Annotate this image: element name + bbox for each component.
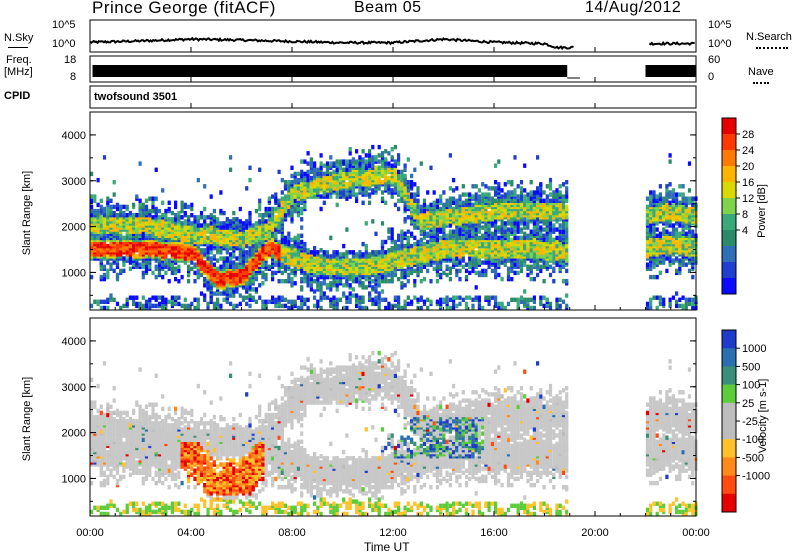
x-tick-label: 04:00	[177, 527, 205, 539]
nave-tick-bottom: 0	[708, 71, 715, 83]
colorbar-tick-label: 100	[742, 380, 760, 392]
power-ylabel: Slant Range [km]	[21, 170, 33, 256]
colorbar-tick-label: 25	[742, 398, 754, 410]
x-tick-label: 16:00	[480, 527, 508, 539]
y-tick-label: 4000	[62, 130, 86, 142]
freq-tick-top: 18	[64, 54, 77, 66]
colorbar-swatch	[722, 384, 736, 404]
noise-left-tick-top: 10^5	[52, 19, 76, 31]
colorbar-tick-label: -1000	[742, 471, 770, 483]
x-tick-label: 00:00	[76, 527, 104, 539]
nave-tick-top: 60	[708, 54, 721, 66]
colorbar-tick-label: -25	[742, 416, 758, 428]
power-y-ticks: 4000 3000 2000 1000	[62, 130, 696, 296]
colorbar-swatch	[722, 230, 736, 247]
beam-title: Beam 05	[354, 0, 422, 16]
freq-unit-label: [MHz]	[4, 66, 33, 78]
colorbar-tick-label: 4	[742, 225, 748, 237]
y-tick-label: 1000	[62, 473, 86, 485]
colorbar-swatch	[722, 330, 736, 349]
colorbar-tick-label: 20	[742, 161, 754, 173]
colorbar-swatch	[722, 246, 736, 263]
colorbar-tick-label: 1000	[742, 343, 766, 355]
power-heatmap	[90, 144, 698, 311]
colorbar-swatch	[722, 457, 736, 476]
power-colorbar-label: Power [dB]	[756, 184, 768, 238]
colorbar-swatch	[722, 439, 736, 458]
colorbar-swatch	[722, 262, 736, 279]
noise-left-tick-bottom: 10^0	[52, 38, 76, 50]
y-tick-label: 4000	[62, 336, 86, 348]
x-tick-label: 20:00	[581, 527, 609, 539]
y-tick-label: 3000	[62, 176, 86, 188]
colorbar-swatch	[722, 214, 736, 231]
freq-tick-bottom: 8	[70, 71, 77, 83]
colorbar-swatch	[722, 166, 736, 183]
colorbar-swatch	[722, 366, 736, 385]
colorbar-swatch	[722, 150, 736, 167]
colorbar-swatch	[722, 493, 736, 513]
colorbar-tick-label: -100	[742, 434, 764, 446]
velocity-colorbar: 1000 500 100 25 -25 -100 -500 -1000	[721, 329, 770, 513]
nave-legend-line	[753, 82, 769, 84]
y-tick-label: 2000	[62, 428, 86, 440]
nsky-legend-line	[8, 47, 28, 48]
x-tick-label: 00:00	[682, 527, 710, 539]
velocity-y-ticks: 4000 3000 2000 1000	[62, 336, 696, 502]
colorbar-swatch	[722, 198, 736, 215]
freq-bar-block-2	[645, 65, 696, 77]
colorbar-tick-label: -500	[742, 452, 764, 464]
colorbar-swatch	[722, 278, 736, 295]
colorbar-swatch	[722, 475, 736, 495]
colorbar-tick-label: 12	[742, 193, 754, 205]
cpid-label: CPID	[4, 90, 31, 102]
x-axis-ticks: 00:00 04:00 08:00 12:00 16:00 20:00 00:00	[76, 47, 710, 539]
velocity-ylabel: Slant Range [km]	[21, 376, 33, 462]
date-title: 14/Aug/2012	[585, 0, 682, 16]
freq-label: Freq.	[6, 54, 32, 66]
freq-bar-block-1	[92, 65, 568, 77]
station-title: Prince George (fitACF)	[92, 0, 276, 17]
colorbar-tick-label: 24	[742, 145, 754, 157]
colorbar-swatch	[722, 402, 736, 422]
colorbar-tick-label: 500	[742, 361, 760, 373]
noise-series-line-2	[648, 40, 695, 46]
colorbar-tick-label: 8	[742, 209, 748, 221]
colorbar-swatch	[722, 348, 736, 367]
x-tick-label: 08:00	[278, 527, 306, 539]
velocity-colorbar-label: Velocity [m s-1]	[757, 378, 769, 454]
colorbar-swatch	[722, 134, 736, 151]
y-tick-label: 2000	[62, 222, 86, 234]
nsearch-label: N.Search	[746, 31, 792, 43]
power-colorbar: 28 24 20 16 12 8 4	[721, 117, 754, 295]
y-tick-label: 3000	[62, 382, 86, 394]
colorbar-swatch	[722, 118, 736, 135]
x-axis-label: Time UT	[364, 540, 410, 554]
colorbar-swatch	[722, 421, 736, 440]
velocity-heatmap	[90, 350, 698, 517]
colorbar-tick-label: 28	[742, 129, 754, 141]
nsearch-legend-line	[756, 47, 788, 49]
colorbar-tick-label: 16	[742, 177, 754, 189]
noise-right-tick-bottom: 10^0	[708, 38, 732, 50]
cpid-value: twofsound 3501	[94, 91, 178, 103]
noise-right-tick-top: 10^5	[708, 19, 732, 31]
noise-series-line	[89, 36, 574, 51]
freq-series-bars	[92, 65, 696, 79]
x-tick-label: 12:00	[379, 527, 407, 539]
nsky-label: N.Sky	[4, 32, 34, 44]
y-tick-label: 1000	[62, 267, 86, 279]
colorbar-swatch	[722, 182, 736, 199]
nave-label: Nave	[748, 66, 774, 78]
